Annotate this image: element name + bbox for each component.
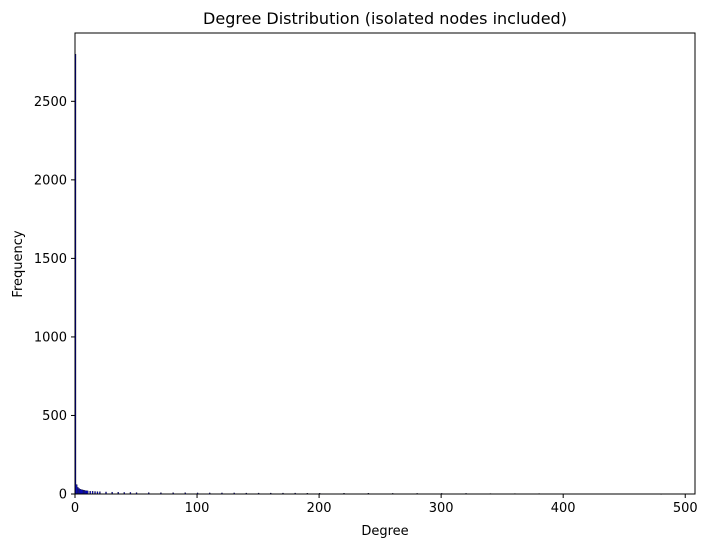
bar (82, 489, 84, 495)
plot-frame (74, 32, 696, 495)
y-tick-label: 0 (59, 488, 67, 503)
y-tick-label: 1500 (34, 252, 67, 267)
chart-title: Degree Distribution (isolated nodes incl… (203, 9, 567, 28)
y-axis: 0 500 1000 1500 2000 2500 (34, 95, 75, 503)
x-tick-label: 200 (307, 501, 332, 516)
x-tick-label: 100 (185, 501, 210, 516)
y-tick-label: 500 (42, 409, 67, 424)
x-axis: 0 100 200 300 400 500 (71, 494, 698, 516)
x-tick-label: 500 (673, 501, 698, 516)
bar (78, 488, 80, 495)
x-tick-label: 300 (429, 501, 454, 516)
y-tick-label: 2000 (34, 173, 67, 188)
bar (83, 490, 85, 495)
x-tick-label: 0 (71, 501, 79, 516)
bars-group (74, 54, 662, 495)
y-tick-label: 1000 (34, 330, 67, 345)
bar (80, 489, 83, 495)
y-axis-label: Frequency (11, 230, 26, 297)
bar (79, 489, 82, 495)
bar (77, 487, 79, 495)
bar (76, 484, 78, 495)
x-tick-label: 400 (551, 501, 576, 516)
x-axis-label: Degree (361, 524, 408, 539)
y-tick-label: 2500 (34, 95, 67, 110)
bar (84, 490, 86, 495)
